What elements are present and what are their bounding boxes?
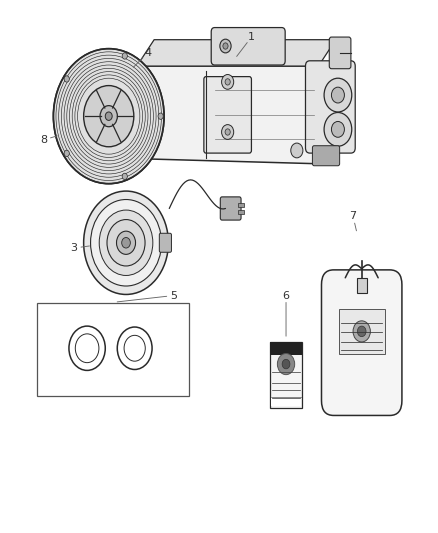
Text: 5: 5 [170,290,177,301]
Circle shape [122,53,127,59]
Polygon shape [133,66,323,164]
Text: 3: 3 [71,243,78,253]
Circle shape [291,143,303,158]
FancyBboxPatch shape [159,233,171,252]
Bar [357,278,367,293]
Bar [270,342,302,355]
FancyBboxPatch shape [321,270,402,415]
Circle shape [100,106,117,127]
Text: 1: 1 [248,32,255,42]
Bar [270,342,302,408]
Circle shape [99,210,153,276]
Bar [238,209,244,214]
FancyBboxPatch shape [305,61,355,153]
FancyBboxPatch shape [204,77,251,153]
Circle shape [324,112,352,146]
Circle shape [357,326,366,337]
Circle shape [222,75,234,90]
Circle shape [332,87,344,103]
FancyBboxPatch shape [312,146,339,166]
Circle shape [223,43,228,49]
Polygon shape [137,39,336,66]
Circle shape [107,220,145,266]
Circle shape [117,231,135,254]
Text: 7: 7 [350,212,357,221]
Circle shape [225,79,230,85]
Bar [339,309,385,353]
Circle shape [277,353,295,375]
Circle shape [332,122,344,138]
Circle shape [105,112,112,120]
Circle shape [324,78,352,112]
Circle shape [84,86,134,147]
Text: 4: 4 [144,48,151,58]
Circle shape [122,173,127,180]
Text: 8: 8 [40,135,47,145]
Circle shape [353,321,371,342]
FancyBboxPatch shape [220,197,241,220]
Circle shape [84,191,168,294]
Circle shape [282,359,290,369]
FancyBboxPatch shape [211,28,285,65]
Circle shape [64,76,69,82]
Circle shape [91,199,162,286]
Circle shape [64,150,69,157]
Bar [37,303,189,395]
Circle shape [222,125,234,140]
Bar [271,397,301,406]
FancyBboxPatch shape [329,37,351,69]
Circle shape [220,39,231,53]
Circle shape [158,113,163,119]
Bar [238,203,244,207]
Circle shape [53,49,164,184]
Circle shape [122,238,131,248]
Text: 6: 6 [283,290,290,301]
Circle shape [225,129,230,135]
